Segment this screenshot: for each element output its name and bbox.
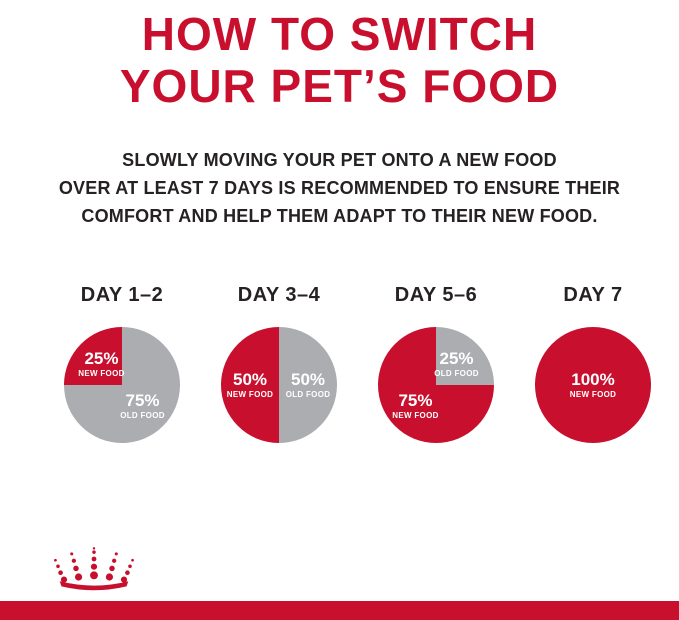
pie-slice-label: 25% OLD FOOD	[434, 350, 479, 378]
subtitle-line-3: COMFORT AND HELP THEM ADAPT TO THEIR NEW…	[81, 206, 598, 226]
day-label: DAY 5–6	[394, 284, 478, 306]
pie-chart-day-5-6: DAY 5–6 75% NEW FOOD 25% OLD FOOD	[360, 284, 512, 443]
day-label: DAY 3–4	[237, 284, 321, 306]
slice-food-label: NEW FOOD	[569, 390, 617, 399]
charts-row: DAY 1–2 25% NEW FOOD 75% OLD FOOD DAY 3–4 5…	[0, 284, 679, 443]
subtitle-line-1: SLOWLY MOVING YOUR PET ONTO A NEW FOOD	[122, 150, 557, 170]
pie-chart: 75% NEW FOOD 25% OLD FOOD	[378, 327, 494, 443]
pie-slice-label: 25% NEW FOOD	[78, 350, 124, 378]
slice-food-label: NEW FOOD	[392, 410, 439, 420]
pie-chart: 100% NEW FOOD	[535, 327, 651, 443]
pie-chart-day-7: DAY 7 100% NEW FOOD	[517, 284, 669, 443]
day-label: DAY 7	[563, 284, 623, 306]
slice-food-label: OLD FOOD	[285, 390, 331, 399]
pie-slice-label: 75% OLD FOOD	[120, 392, 165, 420]
pie-chart-day-1-2: DAY 1–2 25% NEW FOOD 75% OLD FOOD	[46, 284, 198, 443]
title-line-1: HOW TO SWITCH	[141, 8, 538, 60]
pie-chart: 25% NEW FOOD 75% OLD FOOD	[64, 327, 180, 443]
pie-slice-label: 50% NEW FOOD	[227, 371, 273, 399]
pie-chart: 50% NEW FOOD 50% OLD FOOD	[221, 327, 337, 443]
royal-canin-crown-logo	[54, 547, 134, 591]
slice-food-label: OLD FOOD	[434, 369, 479, 379]
slice-percent: 50%	[290, 370, 326, 389]
pie-chart-day-3-4: DAY 3–4 50% NEW FOOD 50% OLD FOOD	[203, 284, 355, 443]
pie-slice-label: 50% OLD FOOD	[286, 371, 331, 399]
slice-food-label: NEW FOOD	[226, 390, 274, 399]
day-label: DAY 1–2	[80, 284, 164, 306]
pie-slice-label: 100% NEW FOOD	[570, 371, 616, 399]
footer-bar	[0, 601, 679, 620]
subtitle: SLOWLY MOVING YOUR PET ONTO A NEW FOOD O…	[0, 146, 679, 230]
slice-percent: 100%	[571, 370, 615, 389]
slice-percent: 25%	[84, 349, 119, 369]
page-title: HOW TO SWITCH YOUR PET’S FOOD	[0, 0, 679, 112]
slice-percent: 75%	[125, 390, 160, 410]
slice-food-label: NEW FOOD	[78, 369, 125, 379]
slice-food-label: OLD FOOD	[120, 410, 165, 420]
slice-percent: 75%	[398, 390, 433, 410]
pie-slice-label: 75% NEW FOOD	[392, 392, 438, 420]
slice-percent: 50%	[232, 370, 268, 389]
subtitle-line-2: OVER AT LEAST 7 DAYS IS RECOMMENDED TO E…	[58, 178, 621, 198]
slice-percent: 25%	[439, 349, 474, 369]
title-line-2: YOUR PET’S FOOD	[119, 60, 560, 112]
